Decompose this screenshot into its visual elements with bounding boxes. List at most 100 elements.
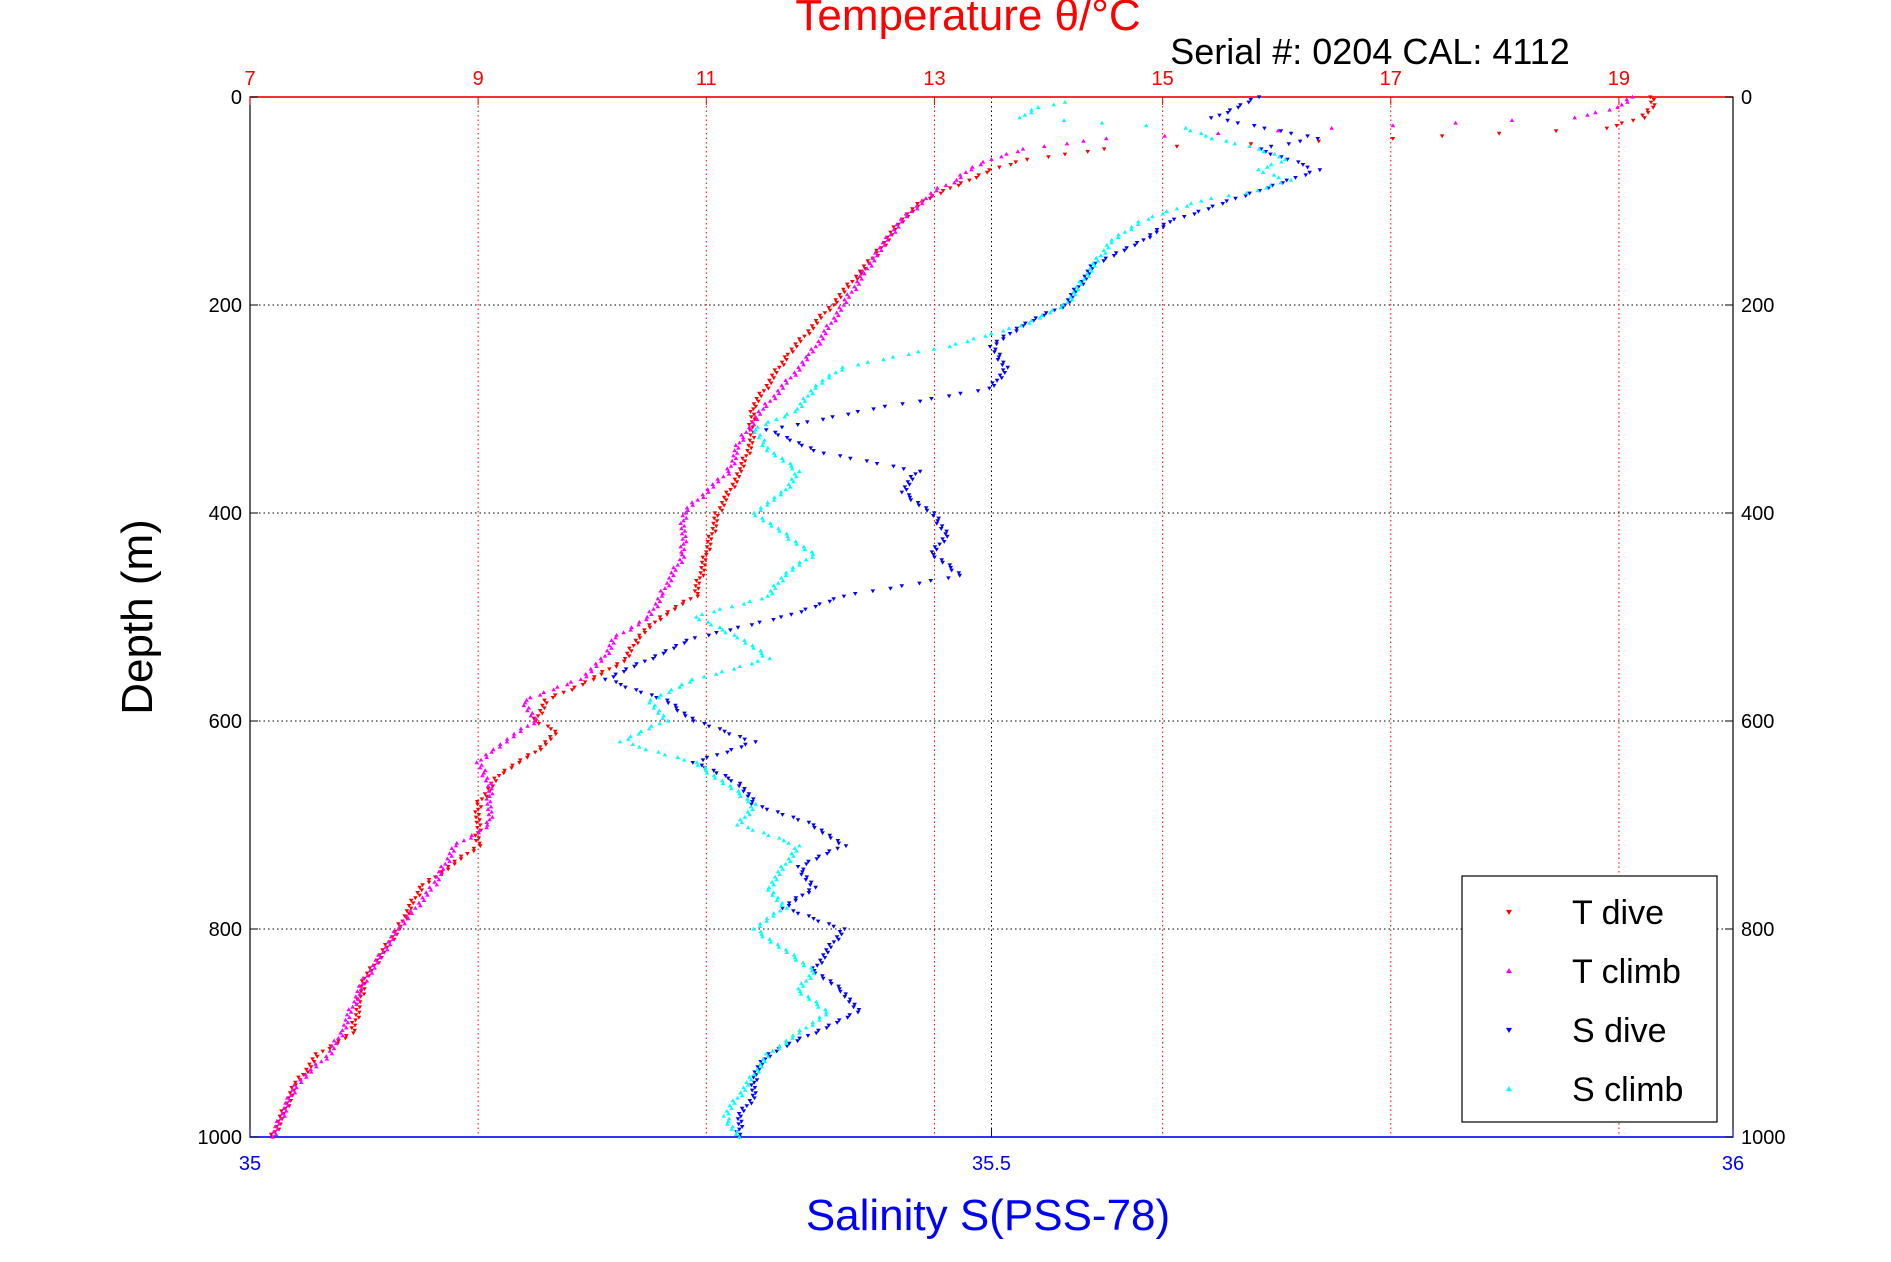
data-point [831,315,837,320]
data-point [757,921,763,926]
data-point [594,664,599,669]
data-point [717,625,723,630]
data-point [697,576,703,581]
data-point [1043,311,1049,316]
data-point [673,703,678,708]
data-point [711,773,717,778]
data-point [885,237,890,242]
data-point [681,547,687,552]
data-point [659,593,665,598]
data-point [621,669,627,674]
data-point [819,961,825,966]
data-point [647,700,652,705]
data-point [947,563,953,568]
data-point [958,391,963,396]
data-point [684,505,690,510]
data-point [837,292,842,297]
data-point [1147,233,1153,238]
data-point [839,932,844,937]
data-point [271,1129,276,1134]
data-point [733,1132,739,1137]
data-point [1050,307,1055,312]
data-point [792,846,798,851]
data-point [749,1083,754,1088]
data-point [784,435,790,440]
data-point [825,950,831,955]
data-point [652,703,658,708]
data-point [491,747,496,752]
data-point [578,677,584,682]
data-point [725,776,731,781]
data-point [304,1067,309,1072]
data-point [434,882,440,887]
data-point [611,640,616,645]
data-point [736,1111,742,1116]
data-point [800,960,806,965]
data-point [790,567,795,572]
data-point [404,913,410,918]
data-point [1061,118,1067,123]
data-point [357,1010,362,1015]
data-point [1209,136,1215,141]
data-point [752,513,758,518]
data-point [799,981,804,986]
data-point [760,653,765,658]
data-point [693,584,698,589]
data-point [465,851,470,856]
data-point [285,1103,291,1108]
data-point [692,589,698,594]
data-point [354,1007,359,1012]
data-point [538,747,544,752]
data-point [775,869,781,874]
data-point [604,648,610,653]
data-point [669,578,674,583]
data-point [835,838,841,843]
data-point [477,841,482,846]
data-point [649,693,655,698]
data-point [1268,152,1273,157]
data-point [747,424,752,429]
data-point [810,1020,816,1025]
data-point [837,929,843,934]
data-point [593,661,599,666]
data-point [938,526,944,531]
data-point [750,807,755,812]
data-point [658,588,664,593]
data-point [1261,149,1267,154]
data-point [789,466,795,471]
data-point [803,1025,809,1030]
x-axis-label: Salinity S(PSS-78) [806,1191,1170,1240]
data-point [1154,230,1160,235]
data-point [526,705,532,710]
data-point [767,656,773,661]
data-point [592,675,597,680]
data-point [842,290,847,295]
data-point [1072,292,1078,297]
data-point [679,531,685,536]
data-point [1033,316,1039,321]
data-point [928,578,934,583]
data-point [1160,211,1166,216]
data-point [860,268,865,273]
data-point [691,719,696,724]
data-point [741,1109,747,1114]
data-point [729,458,735,463]
data-point [428,887,434,892]
data-point [497,744,503,749]
data-point [751,422,757,427]
data-point [1630,118,1636,123]
data-point [636,744,642,749]
data-point [776,944,782,949]
data-point [991,383,997,388]
data-point [999,376,1005,381]
data-point [1136,219,1141,224]
data-point [820,976,826,981]
data-point [1288,177,1294,182]
data-point [766,833,771,838]
data-point [650,656,656,661]
data-point [728,747,734,752]
data-point [775,810,781,815]
data-point [782,414,788,419]
data-point [756,399,761,404]
